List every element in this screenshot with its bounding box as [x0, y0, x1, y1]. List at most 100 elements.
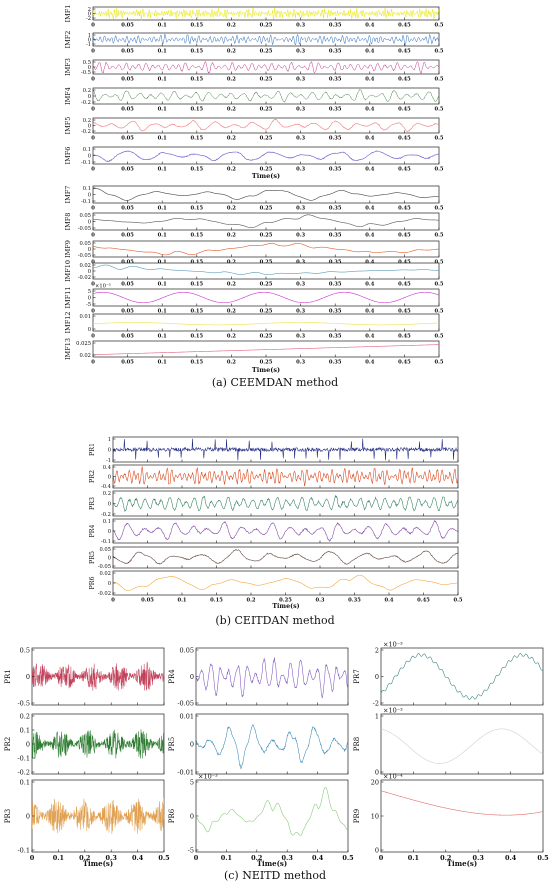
a-imf11-ytick-label: 5 [88, 289, 91, 295]
a-imf13-ytick-label: 0.025 [76, 341, 91, 347]
b-pr4-frame [113, 519, 458, 543]
a-imf8-series-name: IMF8 [64, 213, 72, 231]
a-imf6-ytick-label: 0 [88, 153, 91, 159]
b-pr6-xtick-label: 0.15 [210, 598, 223, 604]
c-pr6-xtick-label: 0.1 [221, 854, 232, 862]
c-pr7-series-name: PR7 [353, 669, 361, 683]
a-imf10-xtick-label: 0.05 [121, 282, 134, 288]
c-pr3-ytick-label: 0.1 [20, 778, 30, 786]
b-pr2-frame [113, 465, 458, 488]
a-imf5-xtick-label: 0.15 [190, 136, 203, 142]
a-imf5-xtick-label: 0.5 [434, 136, 443, 142]
a-imf5-xtick-label: 0.4 [365, 136, 374, 142]
b-pr6-xtick-label: 0.5 [453, 598, 462, 604]
a-imf6-ytick-label: 0.1 [83, 147, 91, 153]
a-imf3-xtick-label: 0.05 [121, 77, 134, 83]
b-xlabel: Time(s) [272, 603, 299, 610]
b-pr3-frame [113, 491, 458, 516]
c-pr1-ytick-label: -0.5 [17, 699, 30, 707]
c-pr6-frame [196, 780, 348, 852]
a-imf8-xtick-label: 0.05 [121, 233, 134, 239]
a-imf4-xtick-label: 0.05 [121, 107, 134, 113]
a-imf3-xtick-label: 0.25 [260, 77, 273, 83]
a-imf7-ytick-label: -0.1 [81, 199, 91, 205]
a-imf6-xtick-label: 0.2 [227, 167, 236, 173]
c-pr7-ytick-label: 0 [375, 673, 379, 681]
a-imf4-xtick-label: 0.45 [398, 107, 411, 113]
a-imf1-xtick-label: 0.05 [121, 23, 134, 29]
c-pr7-frame [381, 648, 543, 705]
a-imf4-xtick-label: 0 [91, 107, 95, 113]
b-pr6-xtick-label: 0.05 [141, 598, 154, 604]
a-imf8-ytick-label: 0 [88, 219, 91, 225]
c-pr8-series-name: PR8 [353, 737, 361, 751]
a-imf9-ytick-label: -0.05 [78, 253, 91, 259]
a-imf13-series-name: IMF13 [64, 338, 72, 360]
a-imf12-xtick-label: 0.4 [365, 334, 374, 340]
b-pr6-xtick-label: 0.4 [384, 598, 393, 604]
a-imf7-xtick-label: 0.05 [121, 206, 134, 212]
c-pr3-series-name: PR3 [4, 809, 12, 823]
a-imf4-xtick-label: 0.25 [260, 107, 273, 113]
b-pr5-ytick-label: 0.05 [99, 547, 111, 553]
a-imf3-xtick-label: 0.1 [158, 77, 167, 83]
a-imf12-xtick-label: 0.25 [260, 334, 273, 340]
a-imf8-xtick-label: 0 [91, 233, 95, 239]
a-imf13-xtick-label: 0 [91, 360, 95, 366]
c-pr3-ytick-label: -0.1 [17, 846, 30, 854]
a-imf5-ytick-label: -0.2 [81, 129, 91, 135]
a-imf7-xtick-label: 0.2 [227, 206, 236, 212]
a-imf1-xtick-label: 0.35 [329, 23, 342, 29]
c-pr4-ytick-label: 0.05 [180, 646, 194, 654]
a-imf7-xtick-label: 0.35 [329, 206, 342, 212]
b-pr4-ytick-label: 0.1 [103, 519, 111, 525]
c-pr2-series-name: PR2 [4, 737, 12, 751]
a-imf6-xtick-label: 0.15 [190, 167, 203, 173]
a-imf9-series-name: IMF9 [64, 240, 72, 258]
c-pr6-ytick-label: 5 [190, 778, 194, 786]
a-imf2-xtick-label: 0.15 [190, 49, 203, 55]
a-imf4-xtick-label: 0.1 [158, 107, 167, 113]
a-imf1-xtick-label: 0.15 [190, 23, 203, 29]
b-pr6-xtick-label: 0 [111, 598, 115, 604]
a-imf13-xtick-label: 0.4 [365, 360, 374, 366]
a-imf1-xtick-label: 0.3 [296, 23, 305, 29]
c-xlabel-col2: Time(s) [257, 859, 287, 868]
b-pr2-ytick-label: -0.4 [101, 484, 112, 490]
a-imf10-xtick-label: 0.4 [365, 282, 374, 288]
c-pr7-ytick-label: 2 [375, 646, 379, 654]
a-imf3-series-name: IMF3 [64, 58, 72, 76]
a-imf3-xtick-label: 0.4 [365, 77, 374, 83]
c-pr6-series-name: PR6 [168, 808, 176, 823]
c-pr5-ytick-label: -0.01 [177, 768, 194, 776]
a-imf12-xtick-label: 0.35 [329, 334, 342, 340]
c-pr6-xtick-label: 0.4 [312, 854, 324, 862]
a-imf5-xtick-label: 0.05 [121, 136, 134, 142]
a-imf13-xtick-label: 0.45 [398, 360, 411, 366]
a-imf4-ytick-label: -0.2 [81, 100, 91, 106]
a-xlabel-upper: Time(s) [252, 172, 280, 180]
a-imf1-ytick-label: -2 [86, 16, 91, 22]
c-pr3-ytick-label: 0 [26, 812, 30, 820]
c-pr9-xtick-label: 0.5 [537, 854, 549, 862]
b-pr4-series-name: PR4 [89, 525, 96, 538]
a-imf10-xtick-label: 0.2 [227, 282, 236, 288]
b-pr6-xtick-label: 0.45 [417, 598, 430, 604]
a-imf10-xtick-label: 0.5 [434, 282, 443, 288]
a-imf2-xtick-label: 0.3 [296, 49, 305, 55]
b-pr6-ytick-label: -0.02 [98, 591, 111, 597]
a-imf12-xtick-label: 0.15 [190, 334, 203, 340]
b-pr3-ytick-label: 0.2 [103, 491, 111, 497]
a-imf6-frame [93, 147, 439, 164]
a-imf8-ytick-label: -0.05 [78, 226, 91, 232]
a-imf7-xtick-label: 0.15 [190, 206, 203, 212]
a-imf5-series-name: IMF5 [64, 117, 72, 135]
a-imf1-xtick-label: 0.45 [398, 23, 411, 29]
b-pr4-ytick-label: 0 [108, 529, 111, 535]
c-pr6-exponent: ×10⁻³ [198, 773, 218, 781]
c-pr6-xtick-label: 0.5 [342, 854, 354, 862]
c-pr4-ytick-label: -0.05 [177, 699, 194, 707]
c-xlabel-col1: Time(s) [83, 859, 113, 868]
a-imf13-xtick-label: 0.05 [121, 360, 134, 366]
a-imf13-xtick-label: 0.1 [158, 360, 167, 366]
